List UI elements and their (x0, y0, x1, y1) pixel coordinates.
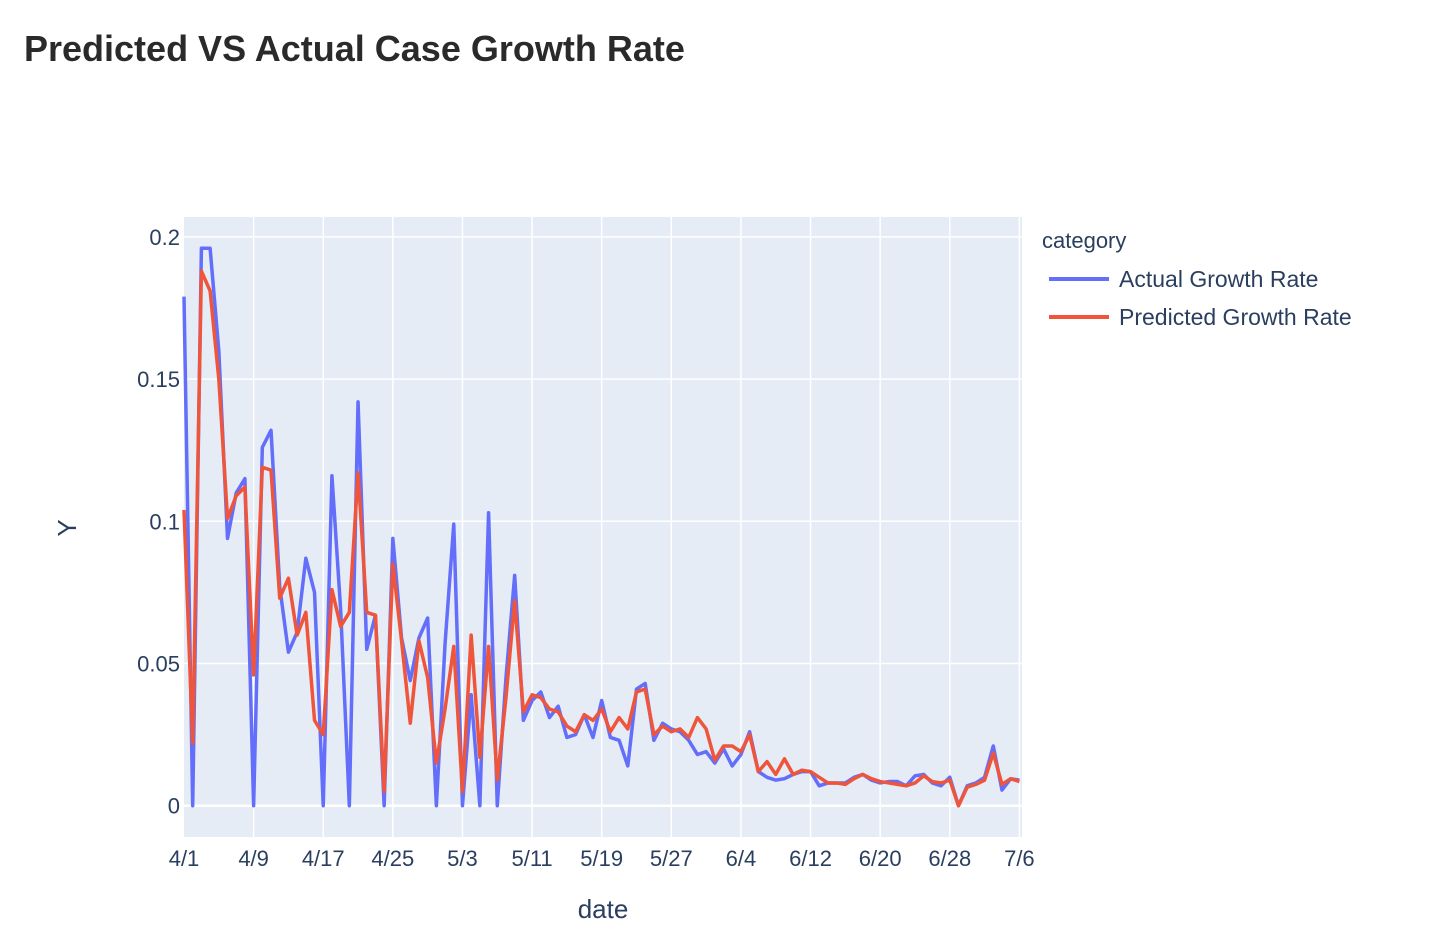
x-tick-label: 4/9 (238, 846, 269, 871)
series-line-predicted (182, 269, 1020, 808)
legend: category Actual Growth Rate Predicted Gr… (1042, 228, 1352, 330)
y-tick-label: 0.15 (137, 367, 180, 392)
x-tick-label: 6/4 (726, 846, 757, 871)
y-tick-label: 0.1 (149, 509, 180, 534)
legend-label-actual: Actual Growth Rate (1119, 266, 1318, 292)
legend-item-predicted[interactable]: Predicted Growth Rate (1049, 304, 1352, 330)
x-tick-label: 5/19 (580, 846, 623, 871)
x-tick-label: 5/27 (650, 846, 693, 871)
x-axis: 4/1 4/9 4/17 4/25 5/3 5/11 5/19 5/27 6/4 6/12 6/20… (169, 846, 1035, 871)
y-axis-title: Y (52, 519, 82, 536)
legend-title: category (1042, 228, 1126, 253)
chart-title: Predicted VS Actual Case Growth Rate (24, 28, 685, 69)
x-tick-label: 6/12 (789, 846, 832, 871)
x-tick-label: 6/20 (859, 846, 902, 871)
y-tick-label: 0.05 (137, 652, 180, 677)
gridlines (184, 217, 1022, 837)
y-axis: 0 0.05 0.1 0.15 0.2 (137, 225, 180, 819)
x-tick-label: 4/17 (302, 846, 345, 871)
plot-area (182, 217, 1022, 837)
x-axis-title: date (578, 894, 629, 924)
x-tick-label: 4/1 (169, 846, 200, 871)
legend-label-predicted: Predicted Growth Rate (1119, 304, 1352, 330)
x-tick-label: 4/25 (371, 846, 414, 871)
x-tick-label: 7/6 (1004, 846, 1035, 871)
x-tick-label: 5/3 (447, 846, 478, 871)
x-tick-label: 6/28 (928, 846, 971, 871)
x-tick-label: 5/11 (511, 846, 552, 871)
y-tick-label: 0.2 (149, 225, 180, 250)
plot-background (184, 217, 1022, 837)
legend-item-actual[interactable]: Actual Growth Rate (1049, 266, 1318, 292)
y-tick-label: 0 (168, 794, 180, 819)
